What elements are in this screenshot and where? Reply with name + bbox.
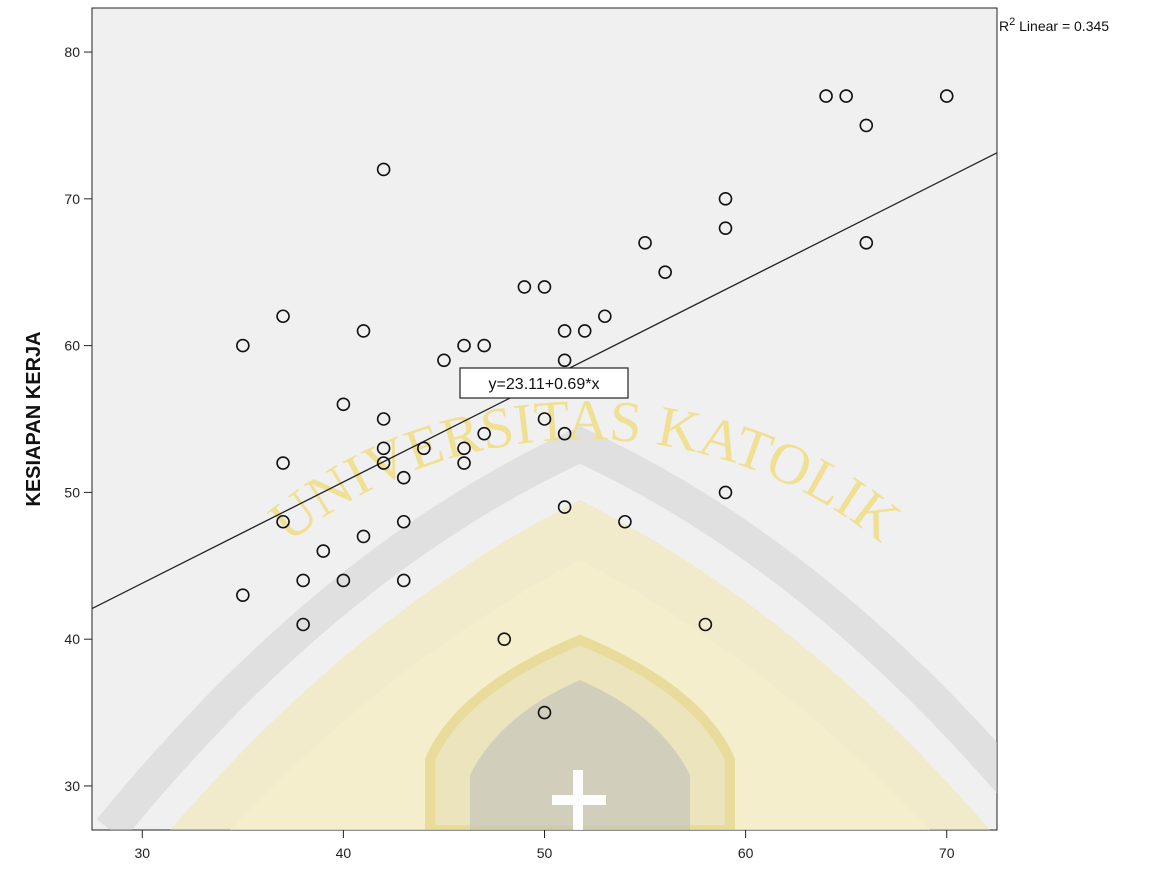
y-tick-label: 50 <box>64 484 80 500</box>
y-tick-label: 40 <box>64 631 80 647</box>
equation-label: y=23.11+0.69*x <box>460 368 628 398</box>
y-tick-label: 80 <box>64 44 80 60</box>
y-axis: 30 40 50 60 70 80 <box>64 44 92 794</box>
x-tick-label: 70 <box>939 845 955 861</box>
x-tick-label: 30 <box>134 845 150 861</box>
equation-text: y=23.11+0.69*x <box>489 376 600 393</box>
y-tick-label: 60 <box>64 338 80 354</box>
y-axis-title: KESIAPAN KERJA <box>23 331 45 506</box>
x-tick-label: 50 <box>537 845 553 861</box>
y-tick-label: 30 <box>64 778 80 794</box>
y-tick-label: 70 <box>64 191 80 207</box>
x-tick-label: 40 <box>336 845 352 861</box>
r-squared-label: R2 Linear = 0.345 <box>999 16 1109 34</box>
x-axis: 30 40 50 60 70 <box>134 830 954 861</box>
x-tick-label: 60 <box>738 845 754 861</box>
